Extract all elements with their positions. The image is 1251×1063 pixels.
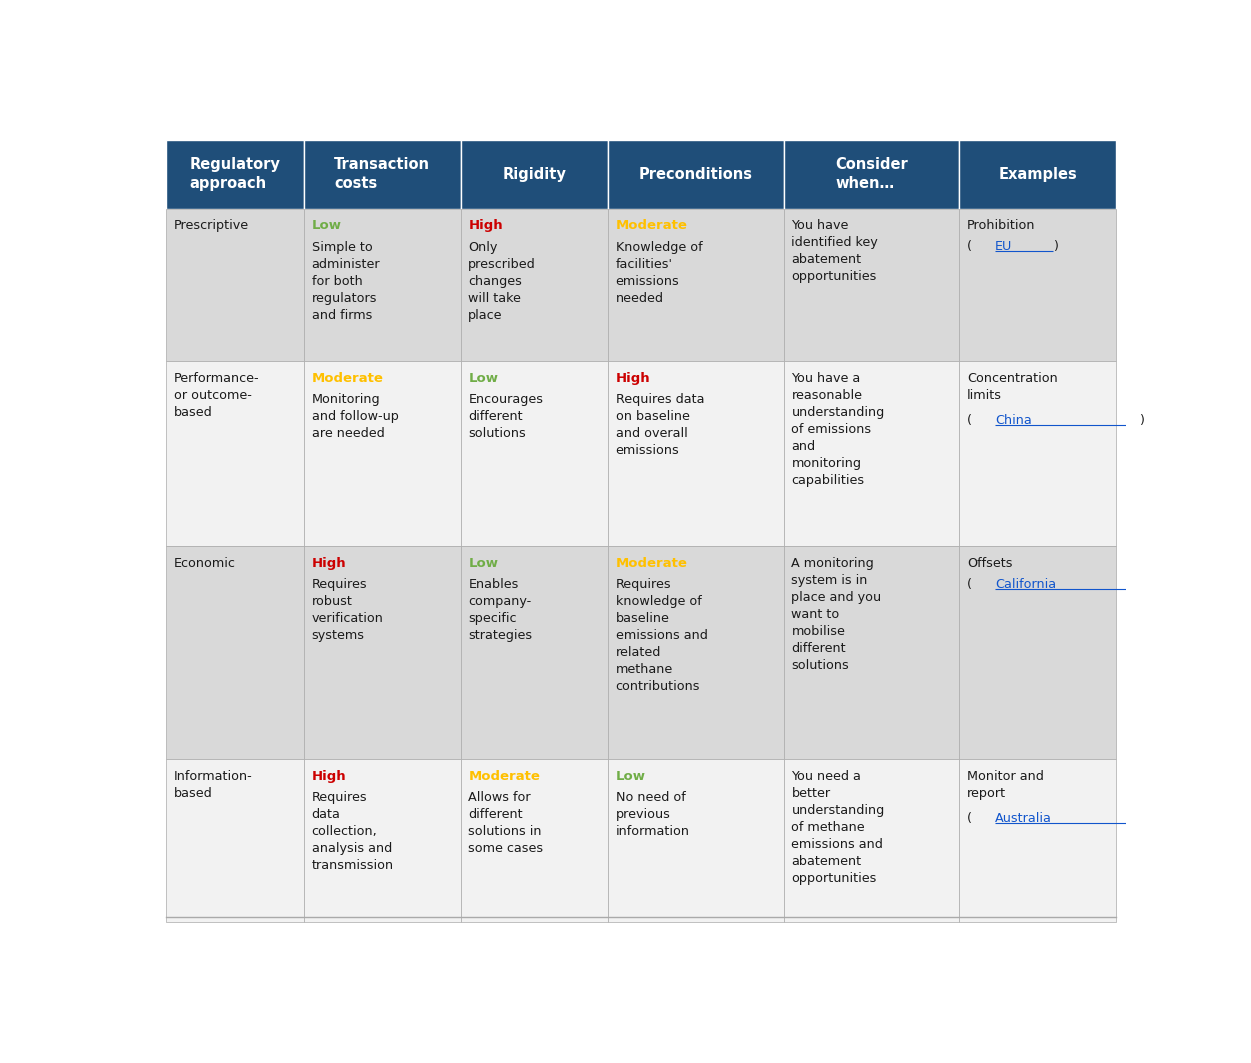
Text: (: ( xyxy=(967,812,972,825)
Bar xyxy=(783,759,960,922)
Text: You have a
reasonable
understanding
of emissions
and
monitoring
capabilities: You have a reasonable understanding of e… xyxy=(792,372,884,487)
Text: Requires data
on baseline
and overall
emissions: Requires data on baseline and overall em… xyxy=(615,393,704,457)
Text: Enables
company-
specific
strategies: Enables company- specific strategies xyxy=(468,578,533,642)
Text: (: ( xyxy=(967,415,972,427)
Text: California: California xyxy=(995,578,1056,591)
Text: Rigidity: Rigidity xyxy=(503,167,567,182)
Text: Australia: Australia xyxy=(995,812,1052,825)
Bar xyxy=(960,140,1116,208)
Text: High: High xyxy=(615,372,651,385)
Bar xyxy=(166,361,304,546)
Bar xyxy=(304,759,460,922)
Text: Only
prescribed
changes
will take
place: Only prescribed changes will take place xyxy=(468,240,537,321)
Text: (: ( xyxy=(967,240,972,253)
Bar xyxy=(960,208,1116,361)
Bar xyxy=(460,361,608,546)
Text: Preconditions: Preconditions xyxy=(639,167,753,182)
Text: No need of
previous
information: No need of previous information xyxy=(615,791,689,838)
Bar xyxy=(960,361,1116,546)
Text: High: High xyxy=(468,219,503,233)
Text: ): ) xyxy=(1138,415,1143,427)
Text: China: China xyxy=(995,415,1032,427)
Text: High: High xyxy=(311,770,347,782)
Text: Allows for
different
solutions in
some cases: Allows for different solutions in some c… xyxy=(468,791,543,855)
Text: Requires
knowledge of
baseline
emissions and
related
methane
contributions: Requires knowledge of baseline emissions… xyxy=(615,578,708,693)
Bar xyxy=(783,361,960,546)
Text: Requires
data
collection,
analysis and
transmission: Requires data collection, analysis and t… xyxy=(311,791,394,872)
Bar xyxy=(608,140,783,208)
Text: EU: EU xyxy=(995,240,1012,253)
Bar xyxy=(460,140,608,208)
Text: Moderate: Moderate xyxy=(311,372,384,385)
Bar xyxy=(166,759,304,922)
Text: Concentration
limits: Concentration limits xyxy=(967,372,1058,402)
Text: ): ) xyxy=(1052,240,1057,253)
Text: You have
identified key
abatement
opportunities: You have identified key abatement opport… xyxy=(792,219,878,283)
Bar xyxy=(304,546,460,759)
Bar xyxy=(460,546,608,759)
Text: Prohibition: Prohibition xyxy=(967,219,1036,233)
Text: Performance-
or outcome-
based: Performance- or outcome- based xyxy=(174,372,259,419)
Text: Requires
robust
verification
systems: Requires robust verification systems xyxy=(311,578,384,642)
Bar xyxy=(166,140,304,208)
Bar xyxy=(460,208,608,361)
Bar xyxy=(304,361,460,546)
Bar xyxy=(304,140,460,208)
Text: Moderate: Moderate xyxy=(615,219,688,233)
Text: Knowledge of
facilities'
emissions
needed: Knowledge of facilities' emissions neede… xyxy=(615,240,702,304)
Text: Simple to
administer
for both
regulators
and firms: Simple to administer for both regulators… xyxy=(311,240,380,321)
Text: Examples: Examples xyxy=(998,167,1077,182)
Text: Information-
based: Information- based xyxy=(174,770,253,799)
Bar xyxy=(783,140,960,208)
Text: Offsets: Offsets xyxy=(967,557,1013,570)
Text: Consider
when…: Consider when… xyxy=(836,157,908,191)
Text: You need a
better
understanding
of methane
emissions and
abatement
opportunities: You need a better understanding of metha… xyxy=(792,770,884,884)
Bar xyxy=(783,208,960,361)
Text: Economic: Economic xyxy=(174,557,235,570)
Text: (: ( xyxy=(967,578,972,591)
Bar xyxy=(960,759,1116,922)
Text: Prescriptive: Prescriptive xyxy=(174,219,249,233)
Bar xyxy=(608,361,783,546)
Text: Moderate: Moderate xyxy=(615,557,688,570)
Text: Encourages
different
solutions: Encourages different solutions xyxy=(468,393,543,440)
Text: Low: Low xyxy=(615,770,646,782)
Text: Transaction
costs: Transaction costs xyxy=(334,157,430,191)
Text: A monitoring
system is in
place and you
want to
mobilise
different
solutions: A monitoring system is in place and you … xyxy=(792,557,882,672)
Text: Monitoring
and follow-up
are needed: Monitoring and follow-up are needed xyxy=(311,393,399,440)
Text: Moderate: Moderate xyxy=(468,770,540,782)
Bar xyxy=(960,546,1116,759)
Bar xyxy=(460,759,608,922)
Bar xyxy=(304,208,460,361)
Bar xyxy=(608,546,783,759)
Text: Low: Low xyxy=(468,557,498,570)
Bar xyxy=(608,208,783,361)
Bar xyxy=(783,546,960,759)
Text: High: High xyxy=(311,557,347,570)
Bar xyxy=(166,546,304,759)
Bar xyxy=(608,759,783,922)
Text: Low: Low xyxy=(468,372,498,385)
Text: Low: Low xyxy=(311,219,342,233)
Text: Monitor and
report: Monitor and report xyxy=(967,770,1045,799)
Bar xyxy=(166,208,304,361)
Text: Regulatory
approach: Regulatory approach xyxy=(189,157,280,191)
